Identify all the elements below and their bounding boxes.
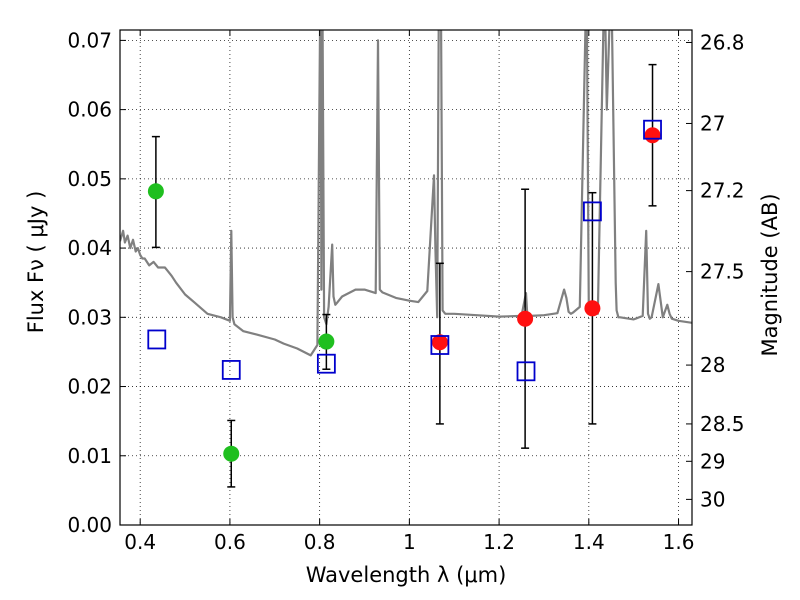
y-tick-label: 0.03	[67, 305, 112, 329]
x-tick-label: 0.8	[304, 530, 336, 554]
y2-tick-label: 26.8	[700, 30, 745, 54]
y2-tick-label: 29	[700, 449, 725, 473]
y-tick-label: 0.06	[67, 98, 112, 122]
y-tick-label: 0.04	[67, 236, 112, 260]
x-tick-label: 1.6	[663, 530, 695, 554]
y2-tick-label: 27	[700, 111, 725, 135]
x-tick-label: 1	[403, 530, 416, 554]
data-point-circle	[318, 334, 334, 350]
x-tick-label: 1.4	[573, 530, 605, 554]
x-axis-label: Wavelength λ (μm)	[306, 563, 507, 587]
y2-tick-label: 27.2	[700, 179, 745, 203]
y-axis-label: Flux Fν ( μJy )	[24, 191, 48, 334]
y-tick-label: 0.05	[67, 167, 112, 191]
y-tick-label: 0.00	[67, 513, 112, 537]
flux-wavelength-chart: 0.4 0.6 0.8 1 1.2 1.4 1.6 0.00 0.01 0.02 0.03 0.04 0…	[0, 0, 800, 600]
y-tick-label: 0.07	[67, 28, 112, 52]
y2-tick-label: 28.5	[700, 412, 745, 436]
y2-tick-label: 30	[700, 487, 725, 511]
y-tick-label: 0.01	[67, 444, 112, 468]
x-tick-label: 0.6	[214, 530, 246, 554]
x-tick-label: 0.4	[124, 530, 156, 554]
data-point-circle	[148, 183, 164, 199]
y2-tick-label: 27.5	[700, 260, 745, 284]
x-tick-label: 1.2	[483, 530, 515, 554]
data-point-circle	[223, 446, 239, 462]
data-point-circle	[517, 311, 533, 327]
data-point-circle	[645, 127, 661, 143]
y-tick-label: 0.02	[67, 375, 112, 399]
data-point-circle	[584, 300, 600, 316]
y2-axis-label: Magnitude (AB)	[758, 193, 782, 356]
y2-tick-label: 28	[700, 353, 725, 377]
